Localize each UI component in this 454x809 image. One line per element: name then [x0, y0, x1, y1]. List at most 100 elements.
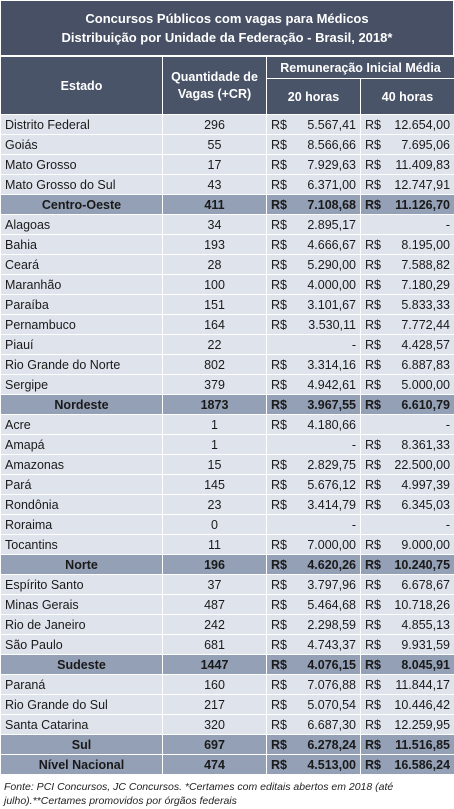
header-40-horas: 40 horas [359, 78, 454, 115]
cell-20-horas: R$ 7.000,00 [266, 534, 361, 555]
cell-estado: São Paulo [0, 634, 163, 655]
cell-estado: Tocantins [0, 534, 163, 555]
dash-value: - [351, 517, 356, 532]
amount-value: 12.747,91 [394, 177, 451, 192]
table-row: Goiás 55 R$ 8.566,66 R$ 7.695,06 [0, 134, 454, 155]
cell-40-horas: R$ 6.678,67 [359, 574, 454, 595]
currency-symbol: R$ [365, 477, 381, 492]
cell-40-horas: - [359, 214, 454, 235]
cell-40-horas: R$ 12.747,91 [359, 174, 454, 195]
cell-estado: Minas Gerais [0, 594, 163, 615]
currency-symbol: R$ [271, 257, 287, 272]
cell-20-horas: R$ 4.180,66 [266, 414, 361, 435]
amount-value: 5.000,00 [401, 377, 451, 392]
table-row: Paraíba 151 R$ 3.101,67 R$ 5.833,33 [0, 294, 454, 315]
amount-value: 10.240,75 [394, 557, 451, 572]
cell-estado: Maranhão [0, 274, 163, 295]
amount-value: 9.931,59 [401, 637, 451, 652]
amount-value: 4.997,39 [401, 477, 451, 492]
amount-value: 22.500,00 [394, 457, 451, 472]
amount-value: 6.371,00 [307, 177, 356, 192]
table-row: Sergipe 379 R$ 4.942,61 R$ 5.000,00 [0, 374, 454, 395]
cell-estado: Norte [0, 554, 163, 575]
currency-symbol: R$ [271, 577, 287, 592]
amount-value: 6.278,24 [307, 737, 356, 752]
cell-20-horas: R$ 5.676,12 [266, 474, 361, 495]
cell-20-horas: R$ 7.929,63 [266, 154, 361, 175]
currency-symbol: R$ [271, 497, 287, 512]
amount-value: 10.718,26 [394, 597, 451, 612]
title-line-2: Distribuição por Unidade da Federação - … [61, 30, 393, 45]
cell-vagas: 802 [162, 354, 267, 375]
currency-symbol: R$ [365, 597, 381, 612]
data-table: Estado Quantidade de Vagas (+CR) Remuner… [0, 56, 454, 775]
cell-estado: Ceará [0, 254, 163, 275]
cell-estado: Mato Grosso [0, 154, 163, 175]
cell-vagas: 1 [162, 434, 267, 455]
table-title: Concursos Públicos com vagas para Médico… [0, 0, 454, 56]
table-row: Rondônia 23 R$ 3.414,79 R$ 6.345,03 [0, 494, 454, 515]
currency-symbol: R$ [271, 597, 287, 612]
cell-vagas: 1 [162, 414, 267, 435]
cell-estado: Rio de Janeiro [0, 614, 163, 635]
cell-20-horas: R$ 3.530,11 [266, 314, 361, 335]
cell-40-horas: R$ 6.610,79 [359, 394, 454, 415]
cell-vagas: 37 [162, 574, 267, 595]
cell-20-horas: R$ 2.298,59 [266, 614, 361, 635]
currency-symbol: R$ [365, 677, 381, 692]
cell-40-horas: R$ 8.045,91 [359, 654, 454, 675]
table-row: Tocantins 11 R$ 7.000,00 R$ 9.000,00 [0, 534, 454, 555]
dash-value: - [445, 517, 451, 532]
cell-vagas: 681 [162, 634, 267, 655]
cell-vagas: 474 [162, 754, 267, 775]
cell-vagas: 15 [162, 454, 267, 475]
cell-estado: Sudeste [0, 654, 163, 675]
amount-value: 8.566,66 [307, 137, 356, 152]
amount-value: 4.620,26 [307, 557, 356, 572]
cell-estado: Alagoas [0, 214, 163, 235]
amount-value: 5.676,12 [307, 477, 356, 492]
table-row: Minas Gerais 487 R$ 5.464,68 R$ 10.718,26 [0, 594, 454, 615]
currency-symbol: R$ [271, 477, 287, 492]
currency-symbol: R$ [365, 297, 381, 312]
cell-estado: Pernambuco [0, 314, 163, 335]
currency-symbol: R$ [271, 737, 287, 752]
cell-vagas: 17 [162, 154, 267, 175]
table-row: Distrito Federal 296 R$ 5.567,41 R$ 12.654,00 [0, 114, 454, 135]
cell-20-horas: R$ 4.000,00 [266, 274, 361, 295]
table-row: São Paulo 681 R$ 4.743,37 R$ 9.931,59 [0, 634, 454, 655]
amount-value: 6.887,83 [401, 357, 451, 372]
cell-40-horas: - [359, 514, 454, 535]
currency-symbol: R$ [365, 337, 381, 352]
cell-vagas: 164 [162, 314, 267, 335]
amount-value: 7.180,29 [401, 277, 451, 292]
currency-symbol: R$ [271, 157, 287, 172]
amount-value: 5.464,68 [307, 597, 356, 612]
cell-20-horas: R$ 7.076,88 [266, 674, 361, 695]
currency-symbol: R$ [271, 537, 287, 552]
amount-value: 8.045,91 [401, 657, 451, 672]
cell-40-horas: R$ 11.516,85 [359, 734, 454, 755]
region-total-row: Centro-Oeste 411 R$ 7.108,68 R$ 11.126,70 [0, 194, 454, 215]
cell-20-horas: R$ 5.464,68 [266, 594, 361, 615]
currency-symbol: R$ [365, 637, 381, 652]
table-row: Roraima 0 - - [0, 514, 454, 535]
table-row: Piauí 22 - R$ 4.428,57 [0, 334, 454, 355]
cell-estado: Rio Grande do Norte [0, 354, 163, 375]
cell-estado: Espírito Santo [0, 574, 163, 595]
amount-value: 3.101,67 [307, 297, 356, 312]
cell-vagas: 145 [162, 474, 267, 495]
cell-40-horas: R$ 11.126,70 [359, 194, 454, 215]
table-row: Rio Grande do Norte 802 R$ 3.314,16 R$ 6.887,… [0, 354, 454, 375]
cell-20-horas: R$ 4.942,61 [266, 374, 361, 395]
table-row: Mato Grosso 17 R$ 7.929,63 R$ 11.409,83 [0, 154, 454, 175]
table-row: Pernambuco 164 R$ 3.530,11 R$ 7.772,44 [0, 314, 454, 335]
cell-vagas: 411 [162, 194, 267, 215]
amount-value: 2.895,17 [307, 217, 356, 232]
currency-symbol: R$ [271, 417, 287, 432]
cell-20-horas: R$ 3.101,67 [266, 294, 361, 315]
cell-20-horas: R$ 6.278,24 [266, 734, 361, 755]
cell-20-horas: R$ 4.076,15 [266, 654, 361, 675]
dash-value: - [351, 337, 356, 352]
amount-value: 12.654,00 [394, 117, 451, 132]
